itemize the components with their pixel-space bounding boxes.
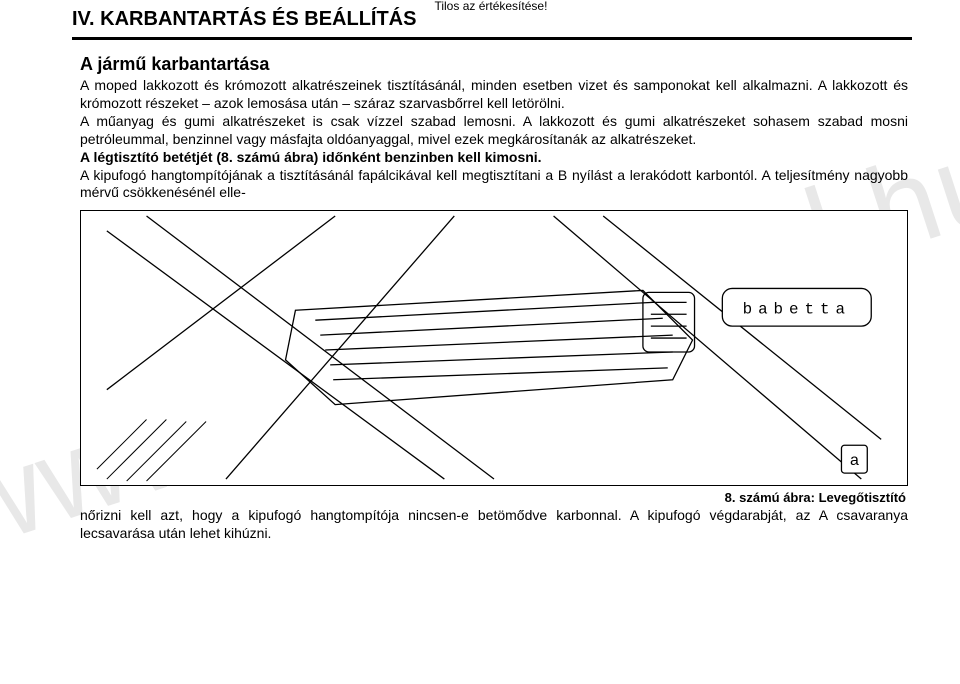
paragraph-3: A kipufogó hangtompítójának a tisztításá… bbox=[80, 167, 908, 203]
figure-label-text: babetta bbox=[743, 301, 851, 319]
figure-air-filter: babetta a bbox=[80, 210, 908, 486]
figure-marker-a: a bbox=[850, 452, 859, 469]
figure-svg: babetta a bbox=[81, 211, 907, 485]
sale-notice: Tilos az értékesítése! bbox=[434, 0, 547, 13]
section-heading: IV. KARBANTARTÁS ÉS BEÁLLÍTÁS bbox=[72, 8, 416, 31]
body-block: A jármű karbantartása A moped lakkozott … bbox=[72, 54, 912, 543]
paragraph-2-bold: A légtisztító betétjét (8. számú ábra) i… bbox=[80, 149, 542, 165]
paragraph-4: nőrizni kell azt, hogy a kipufogó hangto… bbox=[80, 507, 908, 543]
header-row: IV. KARBANTARTÁS ÉS BEÁLLÍTÁS Tilos az é… bbox=[72, 8, 912, 31]
header-rule bbox=[72, 37, 912, 40]
paragraph-1b: A műanyag és gumi alkatrészeket is csak … bbox=[80, 113, 908, 149]
paragraph-1a: A moped lakkozott és krómozott alkatrész… bbox=[80, 77, 908, 113]
page-content: IV. KARBANTARTÁS ÉS BEÁLLÍTÁS Tilos az é… bbox=[72, 8, 912, 543]
subtitle: A jármű karbantartása bbox=[80, 54, 908, 75]
paragraph-2: A légtisztító betétjét (8. számú ábra) i… bbox=[80, 149, 908, 167]
figure-caption: 8. számú ábra: Levegőtisztító bbox=[80, 490, 906, 505]
